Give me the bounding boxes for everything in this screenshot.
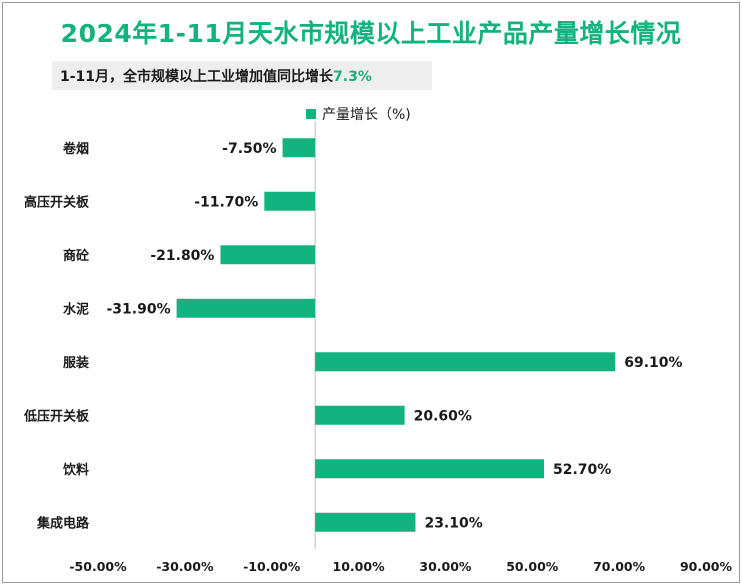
bar (264, 191, 316, 211)
x-tick-label: 30.00% (419, 559, 472, 574)
bar (282, 138, 316, 158)
legend-swatch (306, 109, 316, 119)
value-label: -21.80% (150, 248, 214, 264)
value-label: -7.50% (222, 141, 276, 157)
bar (315, 405, 405, 425)
x-tick-label: -30.00% (156, 559, 214, 574)
category-label: 服装 (63, 355, 89, 371)
chart-title: 2024年1-11月天水市规模以上工业产品产量增长情况 (60, 19, 682, 48)
bar (176, 298, 316, 318)
x-tick-label: -50.00% (69, 559, 127, 574)
category-label: 饮料 (62, 462, 89, 478)
category-label: 水泥 (63, 301, 89, 317)
subtitle-value: 7.3% (333, 69, 372, 85)
bar (315, 459, 545, 479)
bar (315, 352, 616, 372)
bar (220, 245, 316, 265)
x-tick-label: 70.00% (593, 559, 646, 574)
category-label: 卷烟 (63, 141, 89, 157)
x-tick-label: 50.00% (506, 559, 559, 574)
subtitle: 1-11月，全市规模以上工业增加值同比增长7.3% (60, 66, 372, 86)
value-label: 20.60% (414, 408, 472, 424)
subtitle-box (52, 61, 432, 90)
category-label: 商砼 (63, 248, 90, 264)
x-tick-label: 90.00% (680, 559, 733, 574)
value-label: -11.70% (194, 194, 258, 210)
legend: 产量增长（%) (306, 104, 411, 124)
value-label: -31.90% (106, 301, 170, 317)
legend-label: 产量增长（%) (322, 107, 411, 123)
x-tick-label: -10.00% (243, 559, 301, 574)
subtitle-prefix: 1-11月，全市规模以上工业增加值同比增长 (60, 69, 334, 85)
bar (315, 512, 416, 532)
category-label: 低压开关板 (23, 408, 90, 424)
value-label: 52.70% (553, 462, 611, 478)
value-label: 69.10% (624, 355, 682, 371)
category-label: 高压开关板 (24, 194, 90, 210)
value-label: 23.10% (424, 515, 482, 531)
category-label: 集成电路 (36, 515, 90, 531)
x-tick-label: 10.00% (333, 559, 386, 574)
